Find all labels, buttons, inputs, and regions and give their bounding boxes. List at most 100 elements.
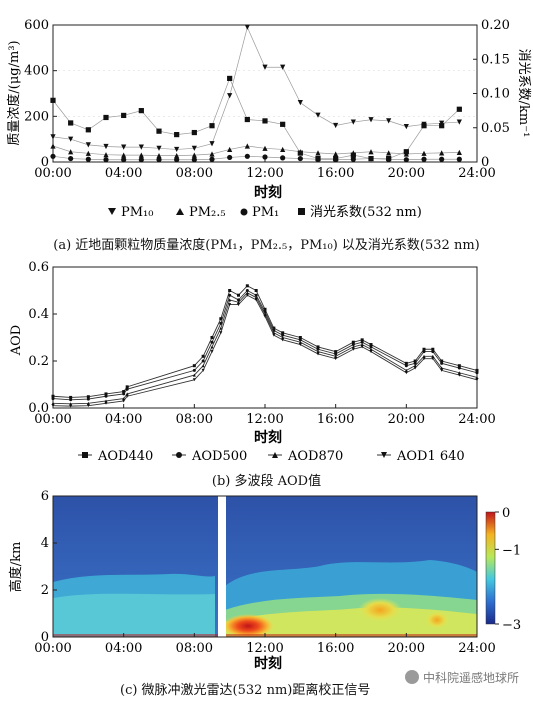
panel-b-y-tick-label: 0.0 [28, 401, 49, 416]
colorbar-tick-label: −1 [502, 543, 521, 558]
panel-b-series-3-point [457, 373, 461, 377]
panel-c-y-tick-label: 0 [41, 630, 49, 645]
panel-a-series-2-point [138, 157, 144, 163]
panel-a-series-3-point [156, 128, 162, 134]
panel-b-legend-3-label: AOD1 640 [396, 449, 465, 464]
panel-a-series-3-point [68, 120, 74, 126]
panel-b-series-2-point [192, 373, 196, 377]
panel-a-x-ticks: 00:00 04:00 08:00 12:00 16:00 20:00 24:00 [34, 158, 496, 181]
panel-a-series-2-point [103, 157, 109, 163]
panel-a-series-2-point [50, 153, 56, 159]
panel-b-x-tick-label: 00:00 [34, 412, 71, 427]
panel-a-series-3-point [350, 152, 356, 158]
panel-b-series-0-point [281, 331, 285, 335]
panel-b-series-3-point [413, 366, 417, 370]
panel-b-series-0-point [475, 368, 479, 372]
panel-a-series-1-point [85, 150, 91, 156]
panel-b-series-1-point [475, 371, 479, 375]
panel-a-right-y-tick-label: 0.15 [481, 52, 510, 67]
panel-b-series-3-point [431, 357, 435, 361]
colorbar-tick-label: −3 [502, 618, 521, 633]
legend-ext-label: 消光系数(532 nm) [310, 205, 422, 220]
panel-a-series-0-point [386, 118, 392, 124]
panel-b-series-1-point [404, 364, 408, 368]
panel-a-series-0-point [156, 145, 162, 151]
panel-a-series-2-point [121, 157, 127, 163]
panel-c-y-label: 高度/km [8, 542, 24, 593]
panel-a-series-3-point [209, 123, 215, 129]
panel-c-x-tick-label: 20:00 [388, 641, 425, 656]
legend-pm10-label: PM₁₀ [121, 205, 153, 220]
panel-a-series-0-point [456, 119, 462, 125]
panel-b-series-2-point [86, 401, 90, 405]
panel-b-series-1-point [369, 345, 373, 349]
panel-b-legend-0-marker [82, 452, 88, 458]
panel-b-series-0-point [86, 395, 90, 399]
panel-a-chart: 00:00 04:00 08:00 12:00 16:00 20:00 24:00 0 200… [6, 18, 531, 220]
panel-b-series-3-point [422, 357, 426, 361]
panel-a-series-2-point [85, 156, 91, 162]
panel-a-series-2-point [227, 154, 233, 161]
panel-b-series-2-point [69, 402, 73, 406]
panel-a-x-tick-label: 12:00 [246, 166, 283, 181]
panel-b-y-ticks: 0.0 0.2 0.4 0.6 [28, 260, 57, 416]
panel-b-series-3-point [404, 371, 408, 375]
panel-b-series-0-point [404, 361, 408, 365]
panel-b-series-3-point [334, 357, 338, 361]
panel-a-series-1-point [386, 150, 392, 156]
panel-b-series-1-point [104, 394, 108, 398]
panel-c-x-tick-label: 08:00 [176, 641, 213, 656]
panel-b-series-0-point [122, 390, 126, 394]
panel-b-series-1-point [219, 321, 223, 325]
watermark-text: 中科院遥感地球所 [422, 671, 519, 685]
panel-b-series-0-point [245, 284, 249, 288]
colorbar-tick-label: 0 [502, 506, 510, 521]
panel-c-y-ticks: 0 2 4 6 [41, 489, 57, 645]
panel-b-series-1-point [201, 359, 205, 363]
panel-b-series-0-point [360, 338, 364, 342]
panel-b-series-1-point [125, 387, 129, 391]
panel-b-legend-3-marker [381, 452, 387, 458]
panel-b-series-2-point [422, 354, 426, 358]
legend-pm25-marker [176, 208, 184, 215]
panel-a-x-tick-label: 04:00 [105, 166, 142, 181]
panel-b-series-1-point [351, 343, 355, 347]
panel-b-y-tick-label: 0.4 [28, 307, 49, 322]
panel-b-series-2-point [475, 375, 479, 379]
panel-a-series-3-point [174, 132, 180, 138]
panel-a-series-1-point [315, 150, 321, 156]
panel-b-series-0-point [334, 350, 338, 354]
panel-b-series-0-point [457, 364, 461, 368]
watermark: 中科院遥感地球所 [404, 669, 519, 686]
panel-a-series-0-point [174, 146, 180, 153]
panel-a-series-2-point [262, 154, 268, 160]
panel-a-series-0-point [315, 112, 321, 118]
panel-b-series-0-point [237, 293, 240, 297]
panel-c-y-tick-label: 2 [41, 583, 49, 598]
panel-a-series-3-point [138, 108, 144, 114]
panel-b-series-3-line [52, 294, 478, 407]
panel-b-series-2-point [281, 336, 285, 339]
panel-a-series-2-point [156, 157, 162, 163]
heatmap-blob-21h [425, 611, 449, 629]
legend-pm1-marker [240, 208, 248, 216]
panel-b-series-0-point [272, 326, 276, 330]
panel-b-series-1-point [457, 366, 461, 370]
panel-b-series-1-point [316, 347, 320, 351]
panel-b-series-0-point [413, 359, 417, 363]
panel-a-gridlines [53, 70, 477, 117]
caption-panel-a: (a) 近地面颗粒物质量浓度(PM₁，PM₂.₅，PM₁₀) 以及消光系数(53… [53, 238, 480, 253]
panel-b-series-2-point [210, 345, 214, 349]
panel-b-series-0-point [104, 392, 108, 396]
panel-a-series-1-point [50, 143, 56, 149]
panel-a-legend: PM₁₀ PM₂.₅ PM₁ 消光系数(532 nm) [108, 205, 422, 220]
panel-b-series-1-point [281, 333, 285, 337]
panel-a-series-3-point [456, 106, 462, 112]
panel-b-series-2-point [457, 371, 461, 375]
panel-a-series-2-point [297, 155, 303, 162]
panel-a-series-1-point [68, 149, 74, 155]
panel-a-series-1-point [103, 152, 109, 158]
panel-b-y-label: AOD [9, 325, 24, 356]
panel-a-series-0-point [262, 64, 268, 70]
panel-c-x-ticks: 00:00 04:00 08:00 12:00 16:00 20:00 24:00 [34, 633, 496, 656]
